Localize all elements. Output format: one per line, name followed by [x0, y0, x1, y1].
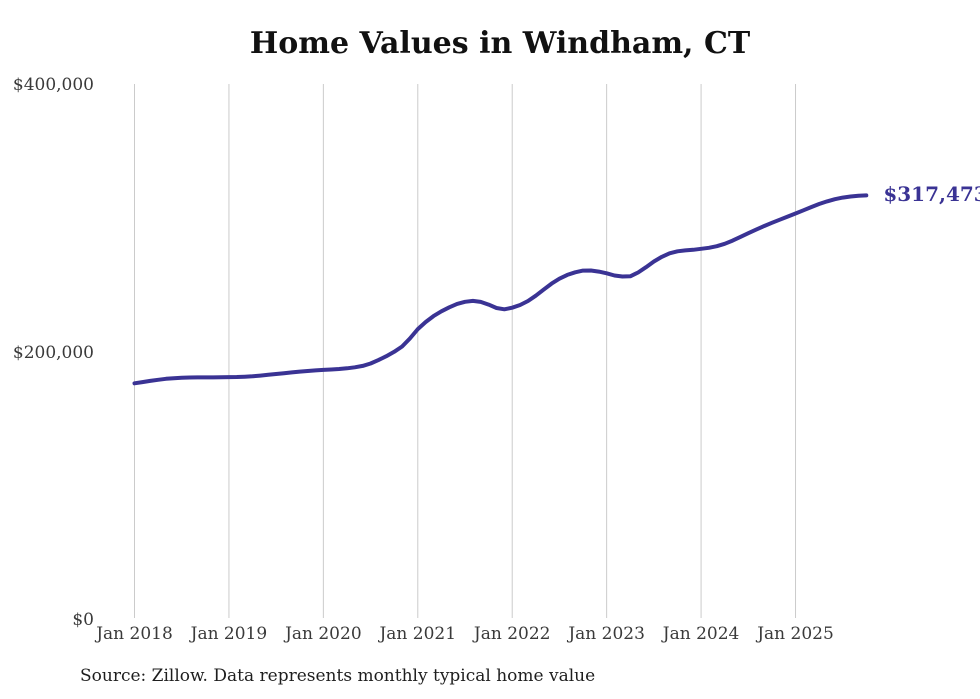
- x-tick-label: Jan 2023: [568, 624, 645, 644]
- home-value-line: [132, 193, 869, 386]
- source-note: Source: Zillow. Data represents monthly …: [80, 666, 596, 686]
- current-value-label: $317,473: [883, 182, 980, 207]
- x-tick-label: Jan 2019: [190, 624, 268, 644]
- x-tick-label: Jan 2020: [285, 624, 362, 644]
- y-tick-label: $0: [72, 610, 94, 630]
- x-tick-label: Jan 2024: [662, 624, 740, 644]
- vertical-gridlines: [134, 84, 797, 618]
- x-tick-label: Jan 2025: [757, 624, 834, 644]
- x-tick-label: Jan 2021: [379, 624, 457, 644]
- x-tick-label: Jan 2018: [96, 624, 173, 644]
- x-tick-label: Jan 2022: [473, 624, 551, 644]
- y-tick-label: $400,000: [12, 75, 94, 95]
- chart-title: Home Values in Windham, CT: [249, 26, 751, 61]
- y-tick-label: $200,000: [12, 342, 94, 363]
